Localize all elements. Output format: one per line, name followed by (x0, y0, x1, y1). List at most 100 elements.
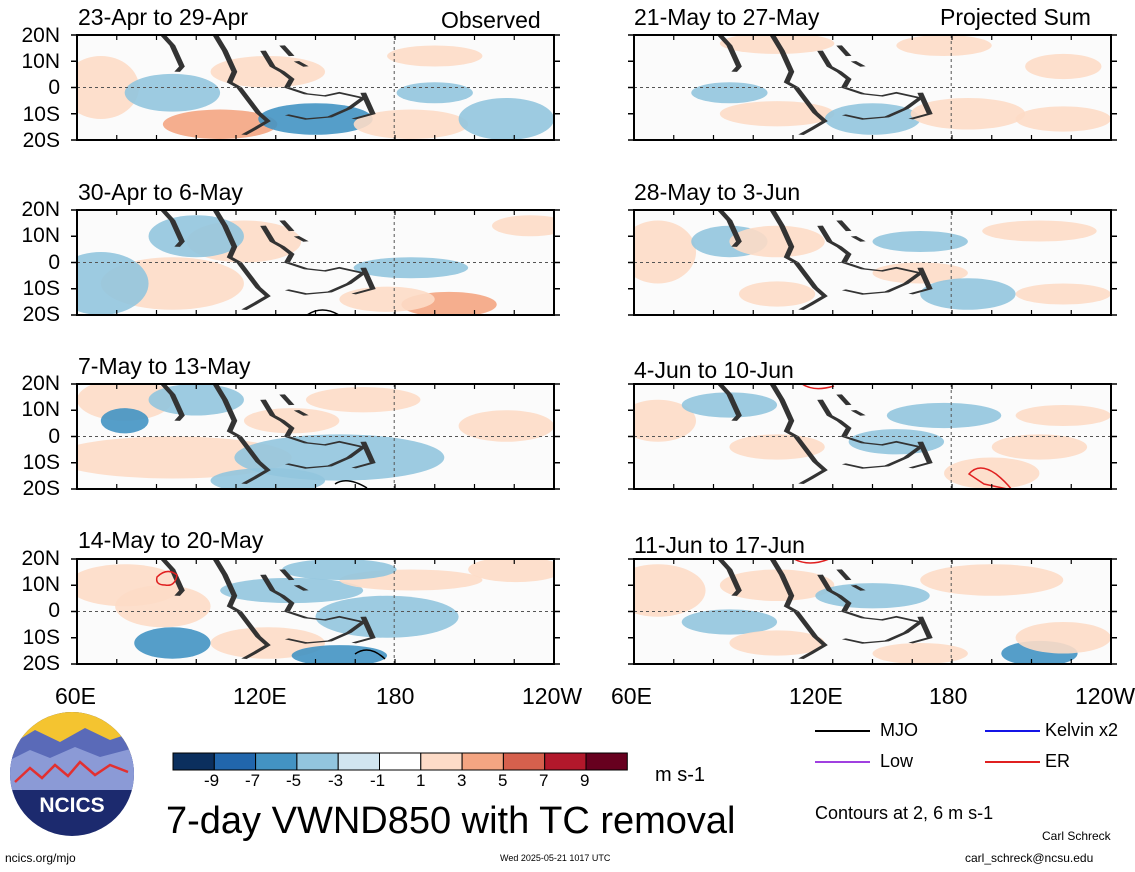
anomaly-shade (815, 583, 930, 609)
map-panel (628, 34, 1117, 141)
legend-label-low: Low (880, 751, 914, 771)
anomaly-shade (282, 559, 397, 580)
map-panel (628, 558, 1117, 665)
anomaly-shade (210, 56, 326, 88)
map-field (77, 559, 554, 664)
anomaly-shade (1015, 405, 1111, 426)
lon-label: 120W (522, 683, 583, 709)
projected-heading: Projected Sum (940, 4, 1091, 30)
map-panel (628, 383, 1117, 490)
legend-label-er: ER (1045, 751, 1071, 771)
lat-label: 20N (21, 372, 60, 395)
lon-label: 60E (55, 683, 96, 709)
lat-label: 20S (22, 303, 60, 326)
anomaly-shade (115, 585, 211, 628)
coastline (717, 559, 933, 659)
colorbar-tick: 9 (580, 771, 590, 790)
lat-label: 10N (21, 398, 60, 421)
lat-label: 10N (21, 573, 60, 596)
anomaly-shade (210, 468, 326, 489)
anomaly-shade (353, 109, 469, 139)
legend-label-mjo: MJO (880, 720, 918, 740)
lat-label: 20S (22, 652, 60, 675)
map-panel (71, 34, 560, 141)
lon-label: 120E (233, 683, 287, 709)
logo-scene (10, 712, 134, 790)
colorbar-swatch (296, 752, 339, 771)
anomaly-shade (634, 399, 696, 442)
lat-label: 10N (21, 50, 60, 73)
colorbar-swatch (502, 752, 546, 771)
anomaly-shade (77, 252, 149, 315)
map-panel (71, 383, 560, 490)
anomaly-shade (77, 436, 292, 479)
anomaly-shade (100, 408, 149, 434)
anomaly-shade (691, 82, 768, 104)
lon-label: 180 (376, 683, 415, 709)
lon-label: 180 (929, 683, 968, 709)
coastline (160, 210, 376, 310)
lat-label: 20S (22, 129, 60, 152)
colorbar-tick: -3 (328, 771, 344, 790)
anomaly-shade (396, 82, 473, 104)
map-field (634, 559, 1111, 664)
footer-email: carl_schreck@ncsu.edu (965, 851, 1094, 865)
anomaly-shade (982, 220, 1097, 242)
anomaly-shade (920, 278, 1016, 310)
anomaly-shade (920, 564, 1064, 596)
anomaly-shade (492, 215, 554, 237)
map-field (634, 384, 1111, 489)
coastline (717, 210, 933, 310)
lat-label: 10S (22, 103, 60, 126)
er-contour (801, 384, 835, 390)
colorbar-unit: m s-1 (655, 764, 705, 786)
mjo-contour (334, 480, 368, 489)
anomaly-shade (634, 564, 706, 617)
anomaly-shade (729, 630, 825, 656)
colorbar-swatch (585, 752, 628, 771)
colorbar-tick: -7 (245, 771, 261, 790)
colorbar-swatch (379, 752, 422, 771)
colorbar-swatch (337, 752, 381, 771)
colorbar-swatch (213, 752, 257, 771)
coastline (717, 35, 933, 135)
colorbar-tick: 5 (498, 771, 508, 790)
colorbar-swatch (461, 752, 504, 771)
panel-title-proj-4: 11-Jun to 17-Jun (634, 532, 805, 558)
panel-title-obs-2: 30-Apr to 6-May (78, 179, 243, 205)
colorbar-tick: -9 (204, 771, 220, 790)
anomaly-shade (458, 410, 554, 442)
er-contour (793, 559, 830, 564)
panel-title-proj-1: 21-May to 27-May (634, 4, 820, 30)
anomaly-shade (1015, 283, 1111, 305)
anomaly-shade (1025, 53, 1102, 80)
lon-label: 120W (1075, 683, 1135, 709)
map-field (634, 210, 1111, 315)
anomaly-shade (353, 257, 469, 279)
mjo-contour (306, 309, 340, 315)
er-contour (155, 570, 178, 587)
anomaly-shade (315, 595, 459, 638)
colorbar-tick: 3 (457, 771, 467, 790)
anomaly-shade (824, 103, 921, 135)
ncics-logo: NCICS (10, 712, 134, 836)
lat-label: 0 (48, 599, 60, 622)
anomaly-shade (291, 645, 388, 664)
anomaly-shade (387, 45, 483, 67)
colorbar-swatch (255, 752, 298, 771)
anomaly-shade (886, 402, 1002, 429)
panel-title-obs-3: 7-May to 13-May (78, 353, 251, 379)
panel-title-obs-1: 23-Apr to 29-Apr (78, 4, 249, 30)
anomaly-shade (944, 457, 1040, 489)
lon-label: 60E (611, 683, 652, 709)
anomaly-shade (77, 384, 173, 421)
map-panel (71, 209, 560, 316)
lat-label: 20N (21, 547, 60, 570)
lat-label: 10N (21, 224, 60, 247)
anomaly-shade (634, 220, 696, 284)
figure-title: 7-day VWND850 with TC removal (166, 800, 736, 842)
anomaly-shade (872, 643, 968, 664)
anomaly-shade (243, 408, 340, 434)
lat-label: 20N (21, 24, 60, 47)
colorbar-tick: -1 (370, 771, 386, 790)
